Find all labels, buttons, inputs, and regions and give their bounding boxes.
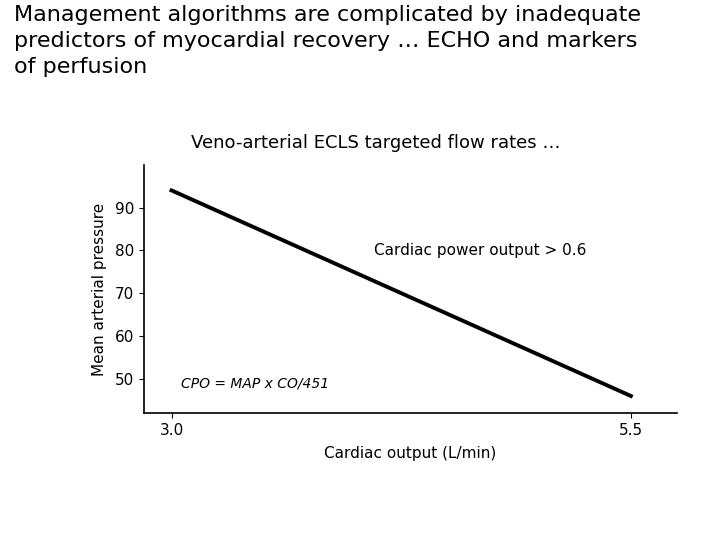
Text: Management algorithms are complicated by inadequate
predictors of myocardial rec: Management algorithms are complicated by…: [14, 5, 642, 77]
Y-axis label: Mean arterial pressure: Mean arterial pressure: [91, 202, 107, 375]
Text: Cardiac power output > 0.6: Cardiac power output > 0.6: [374, 243, 586, 258]
X-axis label: Cardiac output (L/min): Cardiac output (L/min): [324, 446, 497, 461]
Text: CPO = MAP x CO/451: CPO = MAP x CO/451: [181, 376, 329, 390]
Text: Veno-arterial ECLS targeted flow rates …: Veno-arterial ECLS targeted flow rates …: [191, 134, 560, 152]
